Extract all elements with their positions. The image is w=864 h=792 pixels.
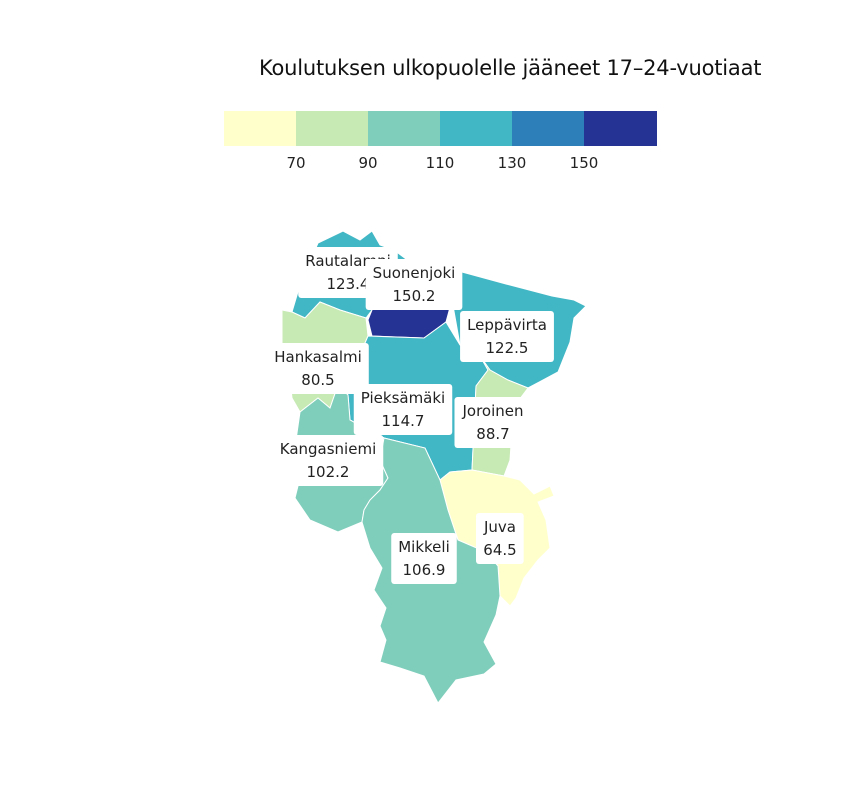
region-label: Hankasalmi 80.5 (267, 343, 369, 394)
region-value-label: 106.9 (403, 561, 446, 579)
region-name-label: Leppävirta (467, 316, 547, 334)
legend-swatch (512, 111, 585, 146)
label-box (353, 384, 453, 435)
label-box (267, 343, 369, 394)
label-box (454, 397, 531, 448)
label-box (476, 513, 524, 564)
color-legend: 70 90 110 130 150 (224, 111, 657, 172)
label-box (460, 311, 554, 362)
label-box (365, 259, 463, 310)
region-name-label: Kangasniemi (280, 440, 376, 458)
legend-tick-label: 110 (425, 154, 455, 172)
region-value-label: 80.5 (301, 371, 334, 389)
label-box (391, 533, 457, 584)
region-label: Juva 64.5 (476, 513, 524, 564)
region-value-label: 64.5 (483, 541, 516, 559)
region-label: Joroinen 88.7 (454, 397, 531, 448)
region-label: Pieksämäki 114.7 (353, 384, 453, 435)
legend-tick-label: 90 (358, 154, 378, 172)
region-value-label: 88.7 (476, 425, 509, 443)
region-name-label: Pieksämäki (361, 389, 445, 407)
legend-swatch (368, 111, 441, 146)
region-label: Kangasniemi 102.2 (272, 435, 384, 486)
region-name-label: Juva (483, 518, 516, 536)
region-value-label: 150.2 (393, 287, 436, 305)
legend-swatch (584, 111, 657, 146)
region-name-label: Joroinen (461, 402, 523, 420)
region-labels: Rautalampi123.4Hankasalmi80.5Kangasniemi… (267, 247, 554, 584)
region-value-label: 102.2 (307, 463, 350, 481)
region-name-label: Hankasalmi (274, 348, 362, 366)
region-label: Leppävirta 122.5 (460, 311, 554, 362)
legend-swatch (440, 111, 513, 146)
region-value-label: 122.5 (486, 339, 529, 357)
legend-tick-label: 130 (497, 154, 527, 172)
region-label: Suonenjoki 150.2 (365, 259, 463, 310)
label-box (272, 435, 384, 486)
legend-tick-label: 150 (569, 154, 599, 172)
legend-swatch (296, 111, 369, 146)
legend-tick-label: 70 (286, 154, 306, 172)
region-label: Mikkeli 106.9 (391, 533, 457, 584)
legend-swatch (224, 111, 297, 146)
region-name-label: Suonenjoki (373, 264, 456, 282)
region-name-label: Mikkeli (398, 538, 450, 556)
map-title: Koulutuksen ulkopuolelle jääneet 17–24-v… (259, 56, 762, 80)
region-value-label: 114.7 (382, 412, 425, 430)
region-value-label: 123.4 (327, 275, 370, 293)
